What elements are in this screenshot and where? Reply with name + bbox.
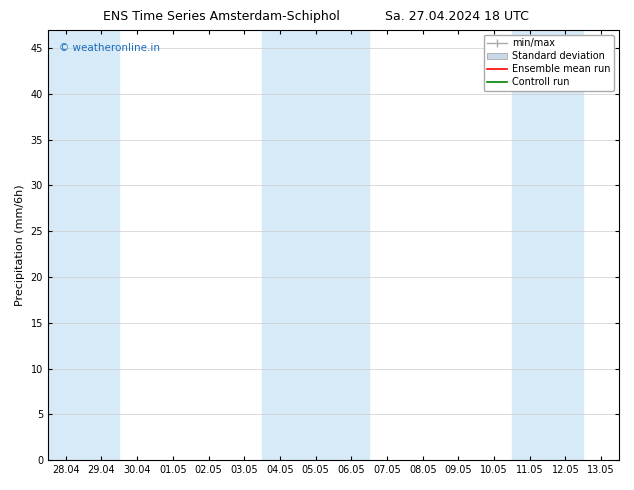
Bar [48, 30, 119, 460]
Bar [512, 30, 583, 460]
Y-axis label: Precipitation (mm/6h): Precipitation (mm/6h) [15, 184, 25, 306]
Text: Sa. 27.04.2024 18 UTC: Sa. 27.04.2024 18 UTC [385, 10, 528, 23]
Bar [262, 30, 369, 460]
Text: ENS Time Series Amsterdam-Schiphol: ENS Time Series Amsterdam-Schiphol [103, 10, 340, 23]
Text: © weatheronline.in: © weatheronline.in [60, 43, 160, 52]
Legend: min/max, Standard deviation, Ensemble mean run, Controll run: min/max, Standard deviation, Ensemble me… [484, 35, 614, 91]
